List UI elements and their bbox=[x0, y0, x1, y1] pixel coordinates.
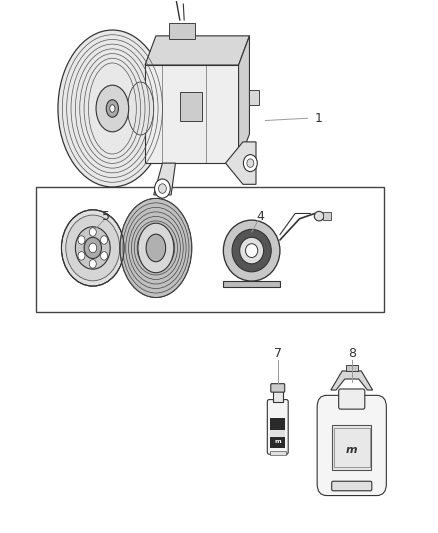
Ellipse shape bbox=[314, 212, 324, 221]
Bar bbox=[250, 90, 259, 105]
Bar bbox=[323, 213, 331, 220]
Ellipse shape bbox=[58, 30, 167, 187]
Circle shape bbox=[78, 236, 85, 244]
Bar bbox=[36, 187, 385, 312]
Bar bbox=[180, 92, 201, 120]
Polygon shape bbox=[145, 36, 250, 65]
Circle shape bbox=[89, 260, 96, 268]
Circle shape bbox=[101, 236, 108, 244]
Ellipse shape bbox=[127, 82, 154, 135]
Bar bbox=[270, 418, 285, 448]
Ellipse shape bbox=[138, 223, 174, 273]
Polygon shape bbox=[154, 163, 176, 195]
FancyBboxPatch shape bbox=[332, 481, 372, 491]
Ellipse shape bbox=[240, 237, 264, 264]
Circle shape bbox=[155, 179, 170, 198]
Circle shape bbox=[159, 184, 166, 193]
Text: 7: 7 bbox=[274, 348, 282, 360]
FancyBboxPatch shape bbox=[271, 384, 285, 392]
Polygon shape bbox=[331, 371, 373, 390]
Bar bbox=[270, 451, 286, 455]
Ellipse shape bbox=[223, 220, 280, 281]
Ellipse shape bbox=[96, 85, 129, 132]
Polygon shape bbox=[226, 142, 256, 184]
Text: 5: 5 bbox=[102, 209, 110, 223]
Ellipse shape bbox=[232, 229, 271, 272]
Text: 4: 4 bbox=[256, 209, 264, 223]
Circle shape bbox=[244, 155, 257, 172]
Bar bbox=[270, 430, 285, 437]
Text: m: m bbox=[346, 445, 357, 455]
Bar bbox=[346, 365, 358, 371]
Circle shape bbox=[89, 228, 96, 236]
Circle shape bbox=[84, 237, 102, 259]
Circle shape bbox=[61, 210, 124, 286]
Bar bbox=[272, 391, 283, 402]
Bar bbox=[169, 22, 195, 38]
Text: 8: 8 bbox=[348, 348, 356, 360]
FancyBboxPatch shape bbox=[317, 395, 386, 496]
Polygon shape bbox=[223, 281, 280, 287]
Ellipse shape bbox=[120, 198, 192, 297]
Circle shape bbox=[101, 252, 108, 260]
Ellipse shape bbox=[106, 100, 118, 117]
FancyBboxPatch shape bbox=[339, 389, 365, 409]
Circle shape bbox=[78, 252, 85, 260]
Circle shape bbox=[89, 243, 97, 253]
Circle shape bbox=[66, 215, 120, 281]
Polygon shape bbox=[239, 36, 250, 163]
Ellipse shape bbox=[246, 244, 258, 257]
Ellipse shape bbox=[110, 105, 115, 112]
Circle shape bbox=[247, 159, 254, 167]
Circle shape bbox=[75, 227, 110, 269]
Bar bbox=[332, 425, 371, 470]
FancyBboxPatch shape bbox=[267, 400, 288, 454]
Bar bbox=[334, 428, 370, 467]
FancyBboxPatch shape bbox=[145, 65, 239, 163]
Ellipse shape bbox=[146, 234, 166, 262]
Text: m: m bbox=[275, 439, 281, 445]
Text: 1: 1 bbox=[315, 111, 323, 125]
